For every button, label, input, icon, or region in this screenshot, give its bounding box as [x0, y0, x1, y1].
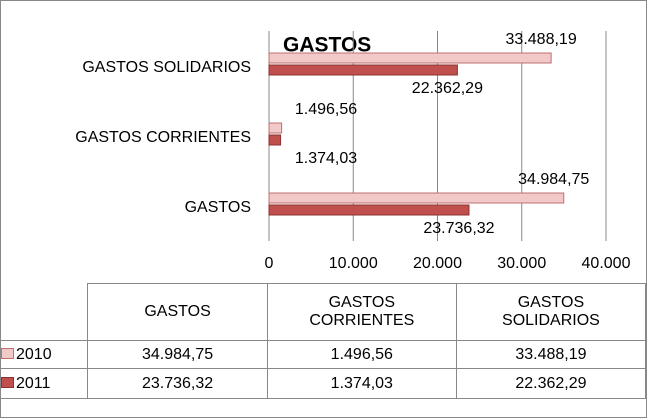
bar [268, 122, 283, 134]
legend-cell: 2010 [1, 340, 89, 369]
value-cell: 1.374,03 [266, 368, 457, 399]
bar [268, 192, 565, 204]
x-tick-label: 10.000 [329, 255, 378, 272]
header-cell: GASTOS [87, 283, 268, 341]
header-row: GASTOS GASTOS CORRIENTES GASTOS SOLIDARIOS [1, 283, 646, 341]
header-cell: GASTOS SOLIDARIOS [455, 283, 646, 341]
data-label: 22.362,29 [412, 80, 483, 97]
header-text: GASTOS SOLIDARIOS [502, 294, 600, 329]
legend-cell: 2011 [1, 368, 89, 399]
value-cell: 34.984,75 [87, 340, 268, 369]
bar [268, 64, 458, 76]
y-tick-label: GASTOS CORRIENTES [75, 129, 251, 146]
legend-swatch [1, 376, 14, 388]
data-label: 23.736,32 [423, 220, 494, 237]
corner-cell [1, 283, 89, 341]
data-label: 1.374,03 [295, 150, 357, 167]
data-label: 33.488,19 [506, 31, 577, 48]
data-row: 2010 34.984,75 1.496,56 33.488,19 [1, 340, 646, 369]
data-row: 2011 23.736,32 1.374,03 22.362,29 [1, 368, 646, 399]
bar [268, 204, 470, 216]
header-text: GASTOS [144, 303, 211, 320]
x-tick-label: 20.000 [413, 255, 462, 272]
footer-cell [1, 398, 646, 417]
header-text: GASTOS CORRIENTES [309, 294, 415, 329]
legend-label: 2011 [16, 374, 51, 392]
value-cell: 33.488,19 [455, 340, 646, 369]
bar [268, 52, 552, 64]
x-tick-label: 0 [265, 255, 274, 272]
legend-label: 2010 [16, 345, 52, 363]
value-cell: 22.362,29 [455, 368, 646, 399]
y-tick-label: GASTOS SOLIDARIOS [82, 59, 251, 76]
value-cell: 1.496,56 [266, 340, 457, 369]
header-cell: GASTOS CORRIENTES [266, 283, 457, 341]
bar [268, 134, 282, 146]
data-label: 1.496,56 [295, 101, 357, 118]
x-tick-label: 40.000 [582, 255, 631, 272]
legend-swatch [1, 347, 14, 359]
data-table: GASTOS GASTOS CORRIENTES GASTOS SOLIDARIOS… [1, 283, 646, 417]
chart-title: GASTOS [283, 34, 371, 57]
value-cell: 23.736,32 [87, 368, 268, 399]
x-tick-label: 30.000 [497, 255, 546, 272]
y-tick-label: GASTOS [185, 199, 251, 216]
data-label: 34.984,75 [518, 171, 589, 188]
footer-row [1, 398, 646, 417]
chart: GASTOS 0 10.000 20.000 30.000 40.000 GASTOS 34… [75, 31, 631, 272]
